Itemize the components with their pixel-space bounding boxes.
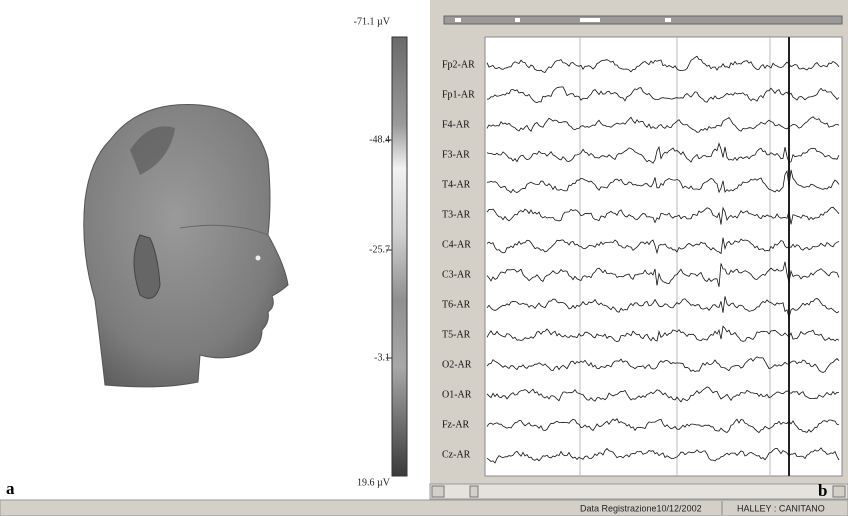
channel-label: Fp2-AR (442, 59, 475, 70)
channel-label: T5-AR (442, 329, 471, 340)
panel-label: b (818, 481, 827, 500)
channel-label: C4-AR (442, 239, 471, 250)
scale-label: 19.6 µV (357, 477, 391, 488)
channel-label: Fz-AR (442, 419, 470, 430)
channel-label: F4-AR (442, 119, 470, 130)
head-model (84, 104, 288, 386)
channel-label: T4-AR (442, 179, 471, 190)
status-bar (0, 500, 848, 516)
scroll-left[interactable] (432, 486, 444, 497)
channel-label: Fp1-AR (442, 89, 475, 100)
overview-bar (444, 16, 842, 24)
status-patient: HALLEY : CANITANO (737, 503, 825, 513)
scale-label: -71.1 µV (354, 16, 391, 27)
panel-label: a (6, 479, 15, 498)
status-date: Data Registrazione10/12/2002 (580, 503, 702, 513)
channel-label: T3-AR (442, 209, 471, 220)
channel-label: Cz-AR (442, 449, 471, 460)
scroll-right[interactable] (833, 486, 845, 497)
channel-label: O2-AR (442, 359, 472, 370)
horizontal-scrollbar[interactable] (430, 484, 848, 499)
channel-label: T6-AR (442, 299, 471, 310)
channel-label: F3-AR (442, 149, 470, 160)
channel-label: C3-AR (442, 269, 471, 280)
scroll-thumb[interactable] (470, 486, 478, 497)
color-bar (392, 37, 407, 476)
channel-label: O1-AR (442, 389, 472, 400)
eeg-screen: -71.1 µV-48.4-25.7-3.119.6 µV a Fp2-ARFp… (0, 0, 848, 516)
